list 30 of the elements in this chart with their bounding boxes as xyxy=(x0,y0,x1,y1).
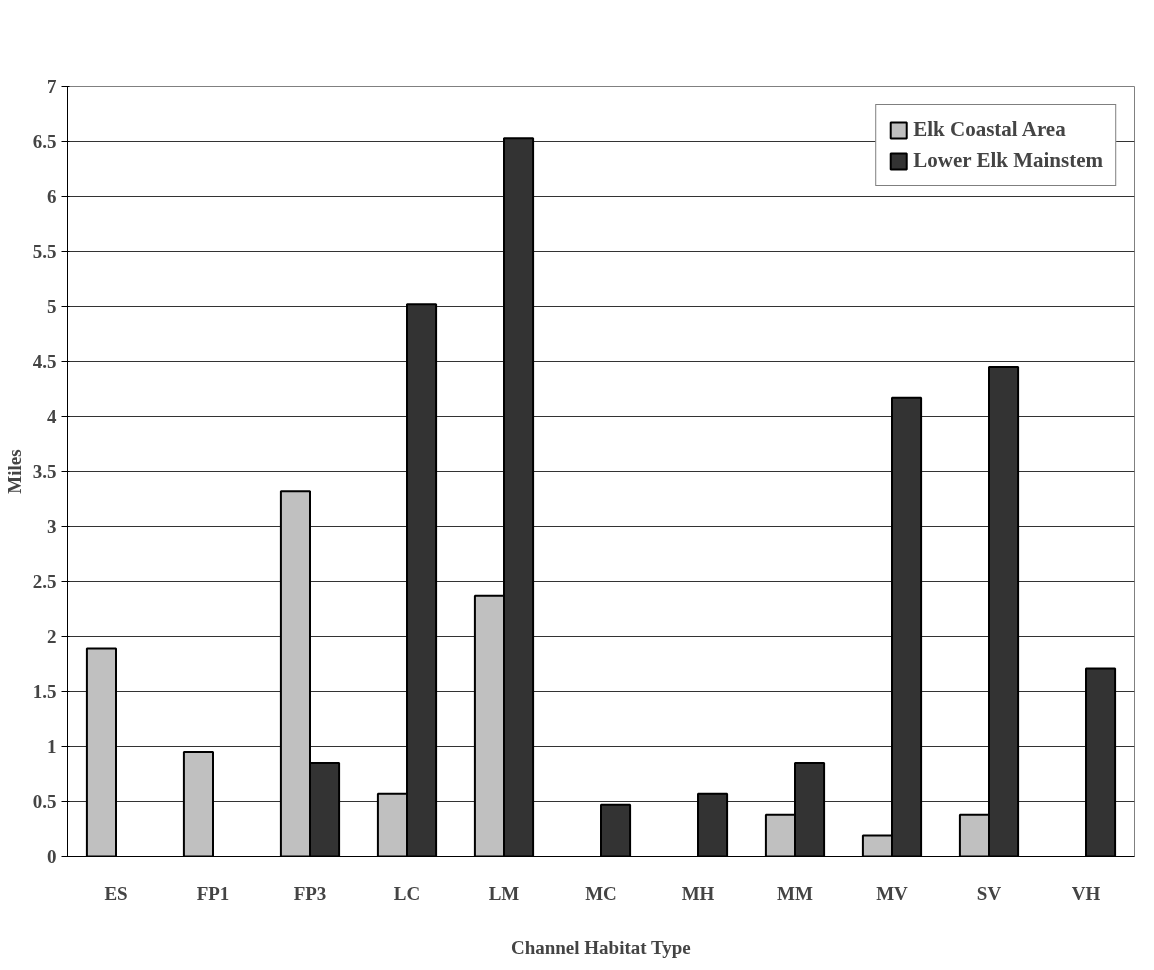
x-tick-label: ES xyxy=(104,882,128,904)
x-tick-label: MH xyxy=(681,882,715,904)
legend-label: Lower Elk Mainstem xyxy=(913,148,1103,173)
y-tick-label: 5.5 xyxy=(32,241,57,262)
x-tick-label: VH xyxy=(1071,882,1101,904)
x-tick-label: LC xyxy=(393,882,421,904)
y-tick-label: 4.5 xyxy=(32,351,57,372)
y-tick-label: 4 xyxy=(47,406,57,427)
y-tick-label: 7 xyxy=(47,76,57,97)
y-tick-label: 6 xyxy=(47,186,57,207)
y-tick-label: 2.5 xyxy=(32,571,57,592)
y-tick-label: 2 xyxy=(47,626,57,647)
y-tick-label: 0 xyxy=(47,846,57,867)
x-tick-label: MC xyxy=(585,882,617,904)
x-tick-label: FP3 xyxy=(293,882,327,904)
x-tick-label: MV xyxy=(876,882,909,904)
y-tick-label: 3 xyxy=(47,516,57,537)
legend-label: Elk Coastal Area xyxy=(913,117,1066,142)
x-axis-title: Channel Habitat Type xyxy=(510,936,691,958)
y-tick-label: 6.5 xyxy=(32,131,57,152)
x-tick-label: SV xyxy=(976,882,1002,904)
x-tick-label: MM xyxy=(777,882,813,904)
y-tick-label: 5 xyxy=(47,296,57,317)
x-tick-label: LM xyxy=(488,882,520,904)
x-tick-label: FP1 xyxy=(196,882,230,904)
y-tick-label: 3.5 xyxy=(32,461,57,482)
y-axis-title: Miles xyxy=(3,449,25,494)
y-tick-label: 0.5 xyxy=(32,791,57,812)
y-tick-label: 1 xyxy=(47,736,57,757)
y-tick-label: 1.5 xyxy=(32,681,57,702)
